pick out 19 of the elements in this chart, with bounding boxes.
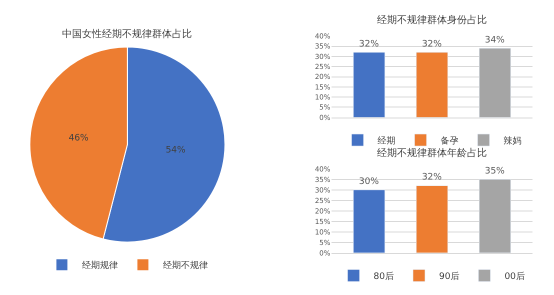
legend-label: 90后 — [438, 271, 460, 282]
data-label: 54% — [166, 146, 186, 156]
chart-title: 经期不规律群体身份占比 — [377, 14, 487, 26]
legend-label: 经期 — [378, 136, 396, 147]
legend-label: 80后 — [374, 271, 394, 282]
data-label: 32% — [422, 172, 442, 183]
data-label: 46% — [68, 133, 90, 144]
legend-label: 备孕 — [440, 136, 459, 147]
data-label: 32% — [358, 39, 380, 50]
legend-label: 经期不规律 — [162, 260, 208, 272]
chart-title: 中国女性经期不规律群体占比 — [62, 28, 192, 40]
chart-title: 经期不规律群体年龄占比 — [377, 147, 487, 159]
data-label: 32% — [422, 39, 442, 50]
text: 00后 — [504, 271, 525, 282]
legend-label: 经期规律 — [82, 260, 118, 272]
legend-label: 辣妈 — [504, 136, 522, 147]
data-label: 30% — [358, 176, 380, 187]
data-label: 34% — [484, 35, 506, 46]
data-label: 35% — [484, 166, 506, 176]
